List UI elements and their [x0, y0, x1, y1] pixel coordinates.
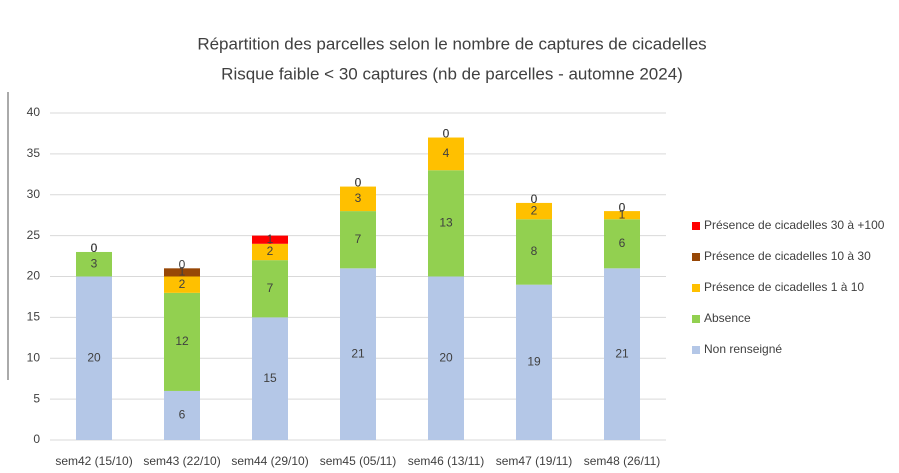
bar-segment: [164, 276, 200, 293]
legend-label: Présence de cicadelles 30 à +100: [704, 218, 885, 232]
legend-swatch: [692, 253, 700, 261]
data-label: 20: [87, 350, 101, 364]
data-label: 3: [355, 191, 362, 205]
bar-segment: [164, 390, 200, 440]
data-label: 1: [179, 265, 186, 279]
data-label: 0: [91, 241, 98, 255]
data-label: 21: [351, 346, 365, 360]
chart-title: Répartition des parcelles selon le nombr…: [197, 34, 706, 53]
data-label: 6: [179, 408, 186, 422]
bar-segment: [516, 284, 552, 440]
bar-segment: [604, 219, 640, 269]
legend-label: Non renseigné: [704, 342, 782, 356]
data-label: 0: [355, 176, 362, 190]
data-label: 0: [355, 176, 362, 190]
data-label: 6: [619, 236, 626, 250]
y-tick-label: 10: [27, 350, 41, 364]
data-label: 0: [179, 257, 186, 271]
data-label: 0: [619, 200, 626, 214]
data-label: 15: [263, 371, 277, 385]
data-label: 0: [443, 127, 450, 141]
x-tick-label: sem45 (05/11): [320, 454, 396, 468]
data-label: 0: [531, 192, 538, 206]
data-label: 0: [443, 127, 450, 141]
bar-segment: [340, 268, 376, 440]
bar-segment: [340, 186, 376, 212]
data-label: 20: [439, 350, 453, 364]
legend-swatch: [692, 284, 700, 292]
data-label: 21: [615, 346, 629, 360]
data-label: 4: [443, 146, 450, 160]
data-label: 1: [267, 232, 274, 246]
data-label: 2: [531, 203, 538, 217]
bar-segment: [76, 251, 112, 277]
x-tick-label: sem47 (19/11): [496, 454, 572, 468]
y-tick-label: 30: [27, 187, 41, 201]
bar-segment: [252, 243, 288, 261]
legend-label: Présence de cicadelles 1 à 10: [704, 280, 864, 294]
bar-segment: [252, 235, 288, 244]
data-label: 0: [91, 241, 98, 255]
data-label: 7: [355, 232, 362, 246]
data-label: 2: [267, 244, 274, 258]
bar-segment: [428, 170, 464, 277]
y-tick-label: 25: [27, 228, 41, 242]
legend-label: Absence: [704, 311, 751, 325]
legend-swatch: [692, 315, 700, 323]
data-label: 7: [267, 281, 274, 295]
data-label: 13: [439, 216, 453, 230]
y-tick-label: 35: [27, 146, 41, 160]
y-tick-label: 0: [33, 432, 40, 446]
x-tick-label: sem43 (22/10): [143, 454, 220, 468]
bar-segment: [428, 137, 464, 171]
bar-segment: [164, 292, 200, 391]
legend-swatch: [692, 222, 700, 230]
data-label: 8: [531, 244, 538, 258]
data-label: 12: [175, 334, 189, 348]
y-tick-label: 15: [27, 310, 41, 324]
x-tick-label: sem46 (13/11): [408, 454, 484, 468]
data-label: 1: [619, 207, 626, 221]
bar-segment: [252, 260, 288, 318]
data-label: 19: [527, 355, 541, 369]
x-tick-label: sem44 (29/10): [231, 454, 308, 468]
bar-segment: [164, 268, 200, 277]
bar-segment: [76, 276, 112, 440]
y-tick-label: 40: [27, 105, 41, 119]
data-label: 3: [91, 256, 98, 270]
data-label: 2: [179, 277, 186, 291]
bar-segment: [604, 211, 640, 220]
legend-swatch: [692, 346, 700, 354]
data-label: 0: [619, 200, 626, 214]
x-tick-label: sem42 (15/10): [55, 454, 132, 468]
x-tick-label: sem48 (26/11): [584, 454, 660, 468]
y-tick-label: 20: [27, 269, 41, 283]
bar-segment: [428, 276, 464, 440]
y-tick-label: 5: [33, 391, 40, 405]
data-label: 0: [531, 192, 538, 206]
bar-segment: [604, 268, 640, 440]
data-label: 0: [91, 241, 98, 255]
bar-segment: [252, 317, 288, 440]
bar-segment: [340, 211, 376, 269]
chart-subtitle: Risque faible < 30 captures (nb de parce…: [221, 64, 683, 83]
bar-segment: [516, 202, 552, 220]
bar-segment: [516, 219, 552, 285]
legend-label: Présence de cicadelles 10 à 30: [704, 249, 871, 263]
